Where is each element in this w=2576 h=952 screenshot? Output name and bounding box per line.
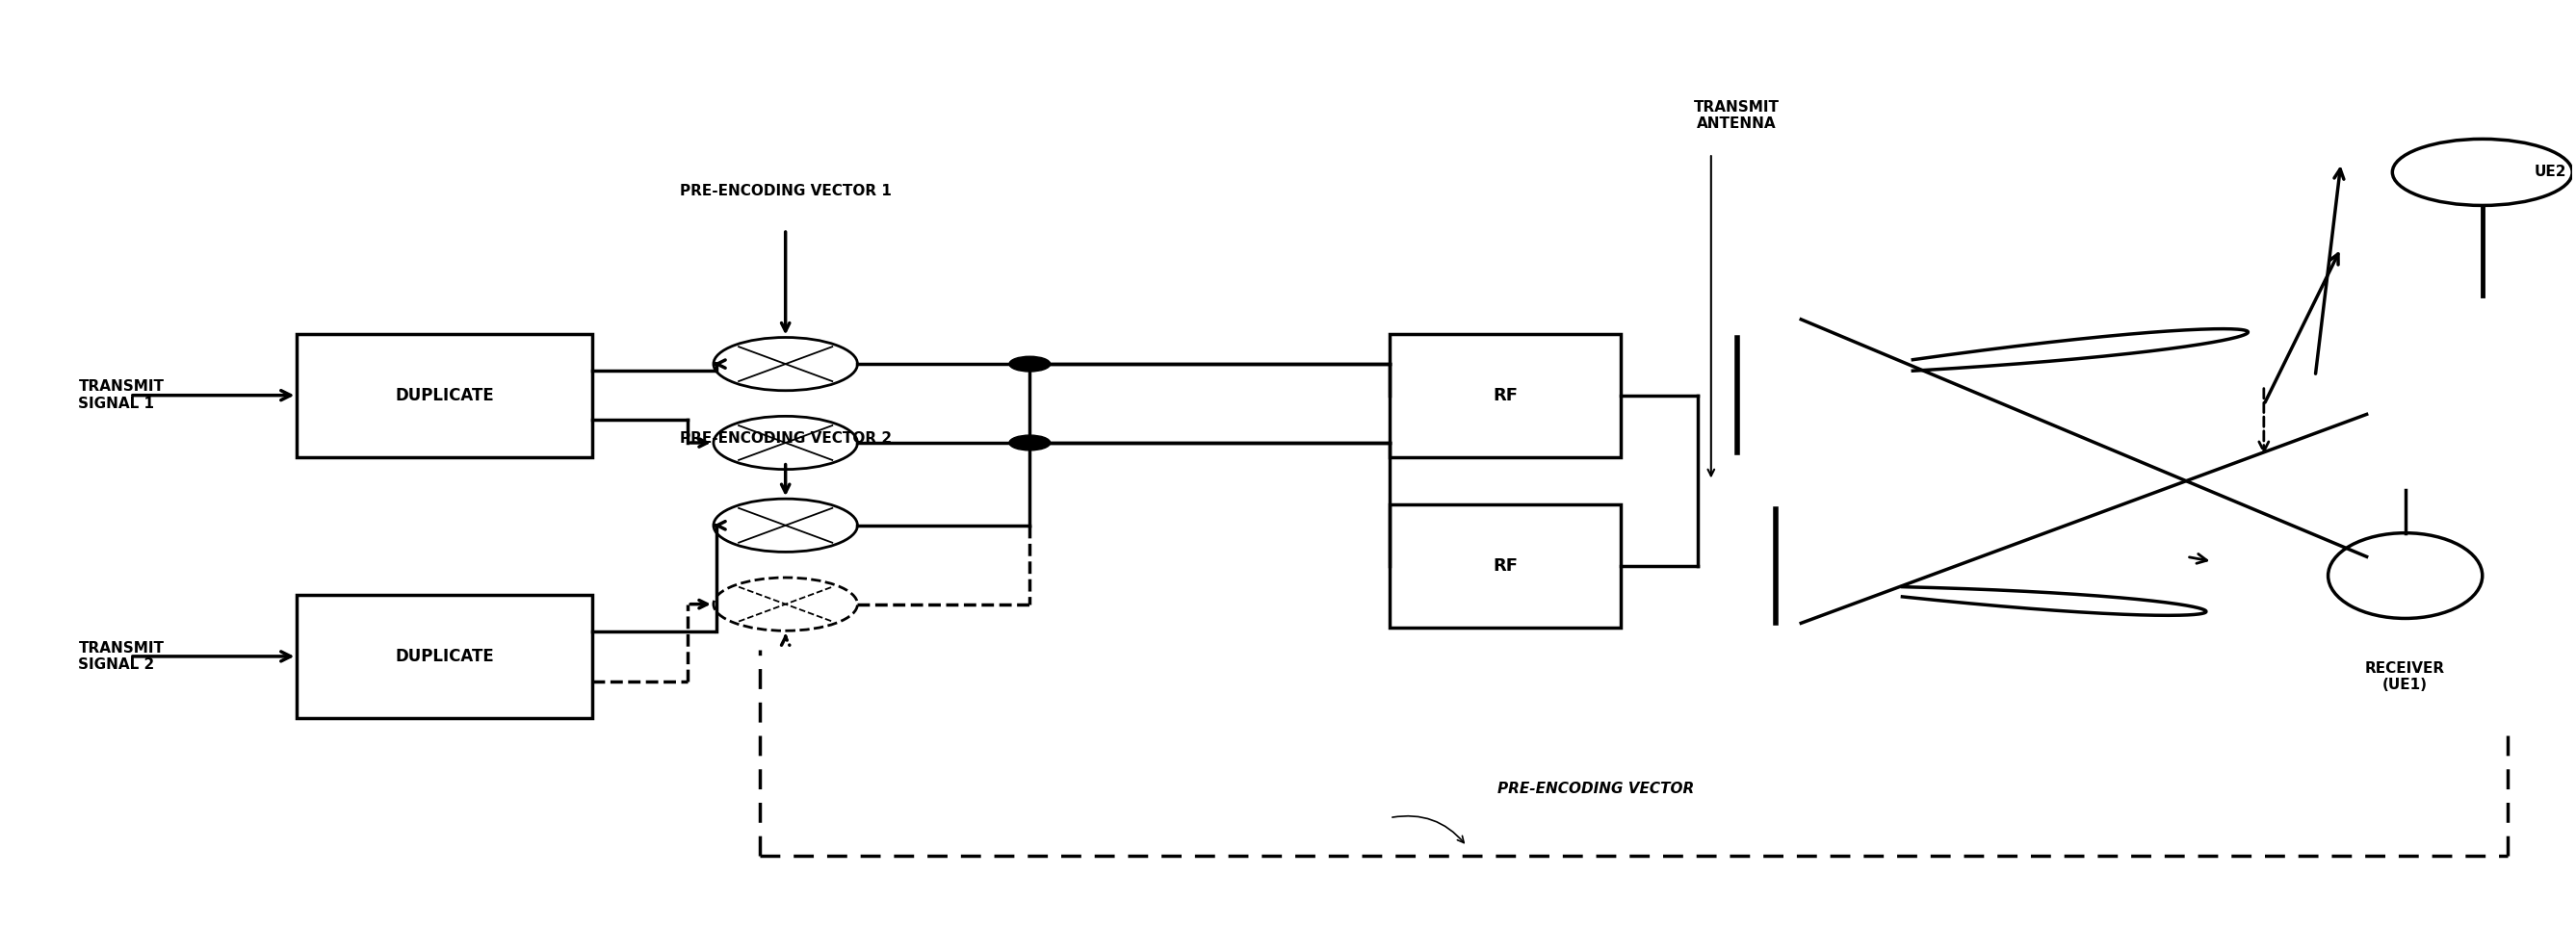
Circle shape xyxy=(1010,435,1051,450)
Text: TRANSMIT
SIGNAL 2: TRANSMIT SIGNAL 2 xyxy=(77,641,165,672)
Text: PRE-ENCODING VECTOR 1: PRE-ENCODING VECTOR 1 xyxy=(680,184,891,198)
Text: TRANSMIT
SIGNAL 1: TRANSMIT SIGNAL 1 xyxy=(77,380,165,411)
Bar xyxy=(296,595,592,718)
Text: RECEIVER
(UE1): RECEIVER (UE1) xyxy=(2365,661,2445,692)
Circle shape xyxy=(1010,356,1051,371)
Text: RF: RF xyxy=(1494,558,1517,575)
Text: DUPLICATE: DUPLICATE xyxy=(394,647,495,665)
Text: TRANSMIT
ANTENNA: TRANSMIT ANTENNA xyxy=(1695,100,1780,130)
Bar xyxy=(296,333,592,457)
Text: PRE-ENCODING VECTOR 2: PRE-ENCODING VECTOR 2 xyxy=(680,431,891,446)
Text: DUPLICATE: DUPLICATE xyxy=(394,387,495,404)
Bar xyxy=(1388,333,1620,457)
Text: RF: RF xyxy=(1494,387,1517,404)
Text: PRE-ENCODING VECTOR: PRE-ENCODING VECTOR xyxy=(1497,782,1692,797)
Bar xyxy=(1388,505,1620,628)
Text: UE2: UE2 xyxy=(2535,165,2566,179)
